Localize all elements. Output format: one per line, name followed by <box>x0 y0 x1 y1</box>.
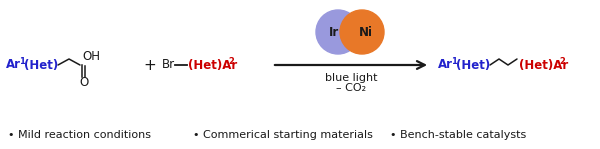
Text: 1: 1 <box>19 56 25 66</box>
Text: (Het): (Het) <box>24 59 58 72</box>
Text: • Mild reaction conditions: • Mild reaction conditions <box>8 130 151 140</box>
Text: blue light: blue light <box>325 73 377 83</box>
Text: Ir: Ir <box>329 25 339 38</box>
Text: 2: 2 <box>228 56 234 66</box>
Text: • Commerical starting materials: • Commerical starting materials <box>193 130 373 140</box>
Text: Ar: Ar <box>6 59 21 72</box>
Text: 1: 1 <box>451 56 457 66</box>
Text: • Bench-stable catalysts: • Bench-stable catalysts <box>390 130 526 140</box>
Text: Ar: Ar <box>438 59 453 72</box>
Text: Ni: Ni <box>359 25 373 38</box>
Text: Br: Br <box>162 59 175 72</box>
Text: +: + <box>143 58 157 73</box>
Text: O: O <box>79 76 88 90</box>
Text: 2: 2 <box>559 56 565 66</box>
Text: OH: OH <box>82 49 100 62</box>
Text: (Het): (Het) <box>456 59 490 72</box>
Text: – CO₂: – CO₂ <box>336 83 366 93</box>
Circle shape <box>340 10 384 54</box>
Text: (Het)Ar: (Het)Ar <box>519 59 568 72</box>
Text: (Het)Ar: (Het)Ar <box>188 59 237 72</box>
Circle shape <box>316 10 360 54</box>
